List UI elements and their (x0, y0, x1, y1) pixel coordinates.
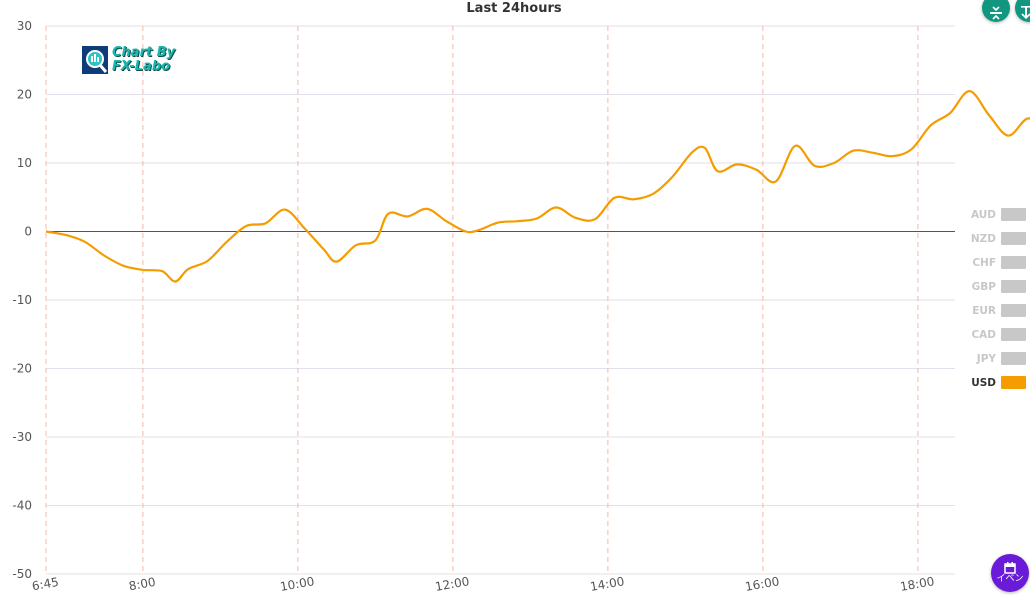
legend-swatch (1001, 256, 1026, 269)
legend-label: USD (971, 377, 996, 389)
legend-label: NZD (971, 233, 996, 245)
x-tick-label: 6:45 (31, 575, 60, 593)
grid (45, 25, 955, 575)
fx-labo-logo: Chart By FX-Labo (82, 46, 182, 76)
x-tick-label: 16:00 (744, 574, 780, 594)
legend-label: JPY (976, 353, 997, 365)
legend-swatch (1001, 376, 1026, 389)
y-tick-label: 0 (24, 225, 32, 239)
legend-label: GBP (972, 281, 997, 293)
legend[interactable]: AUD NZD CHF GBP EUR CAD JPY USD (971, 208, 1026, 389)
expand-icon (1021, 6, 1030, 20)
x-tick-label: 10:00 (279, 574, 315, 594)
chart-title: Last 24hours (466, 1, 561, 16)
logo-line-2: FX-Labo (112, 59, 171, 74)
legend-label: CHF (972, 257, 996, 269)
x-axis: 6:458:0010:0012:0014:0016:0018:0020:0022… (31, 574, 936, 594)
y-tick-label: 20 (17, 88, 32, 102)
y-tick-label: -10 (12, 293, 32, 307)
legend-label: AUD (971, 209, 996, 221)
legend-label: CAD (971, 329, 996, 341)
chart-logo-icon (82, 46, 108, 74)
event-button-label: イベン (996, 574, 1024, 584)
series-line-usd (45, 90, 1030, 283)
legend-label: EUR (972, 305, 996, 317)
legend-item-cad[interactable]: CAD (971, 328, 1026, 341)
legend-item-jpy[interactable]: JPY (976, 352, 1026, 365)
legend-item-gbp[interactable]: GBP (972, 280, 1026, 293)
y-tick-label: -40 (12, 499, 32, 513)
calendar-icon (1004, 562, 1016, 574)
legend-swatch (1001, 208, 1026, 221)
series-layer (45, 90, 1030, 283)
x-tick-label: 12:00 (434, 574, 470, 594)
legend-swatch (1001, 280, 1026, 293)
y-tick-label: -20 (12, 362, 32, 376)
legend-swatch (1001, 352, 1026, 365)
compress-icon (990, 6, 1002, 20)
legend-item-usd[interactable]: USD (971, 376, 1026, 389)
compress-button[interactable] (982, 0, 1010, 22)
x-tick-label: 14:00 (589, 574, 625, 594)
y-axis: 30 20 10 0 -10 -20 -30 -40 -50 (12, 19, 32, 581)
legend-swatch (1001, 304, 1026, 317)
x-tick-label: 18:00 (899, 574, 935, 594)
expand-button[interactable] (1015, 0, 1030, 22)
y-tick-label: -50 (12, 567, 32, 581)
legend-item-eur[interactable]: EUR (972, 304, 1026, 317)
y-tick-label: 10 (17, 156, 32, 170)
y-tick-label: 30 (17, 19, 32, 33)
x-tick-label: 8:00 (128, 575, 157, 593)
legend-item-nzd[interactable]: NZD (971, 232, 1026, 245)
legend-item-chf[interactable]: CHF (972, 256, 1026, 269)
legend-item-aud[interactable]: AUD (971, 208, 1026, 221)
legend-swatch (1001, 328, 1026, 341)
legend-swatch (1001, 232, 1026, 245)
event-button[interactable]: イベン (991, 554, 1029, 592)
logo-line-1: Chart By (112, 45, 176, 60)
y-tick-label: -30 (12, 430, 32, 444)
